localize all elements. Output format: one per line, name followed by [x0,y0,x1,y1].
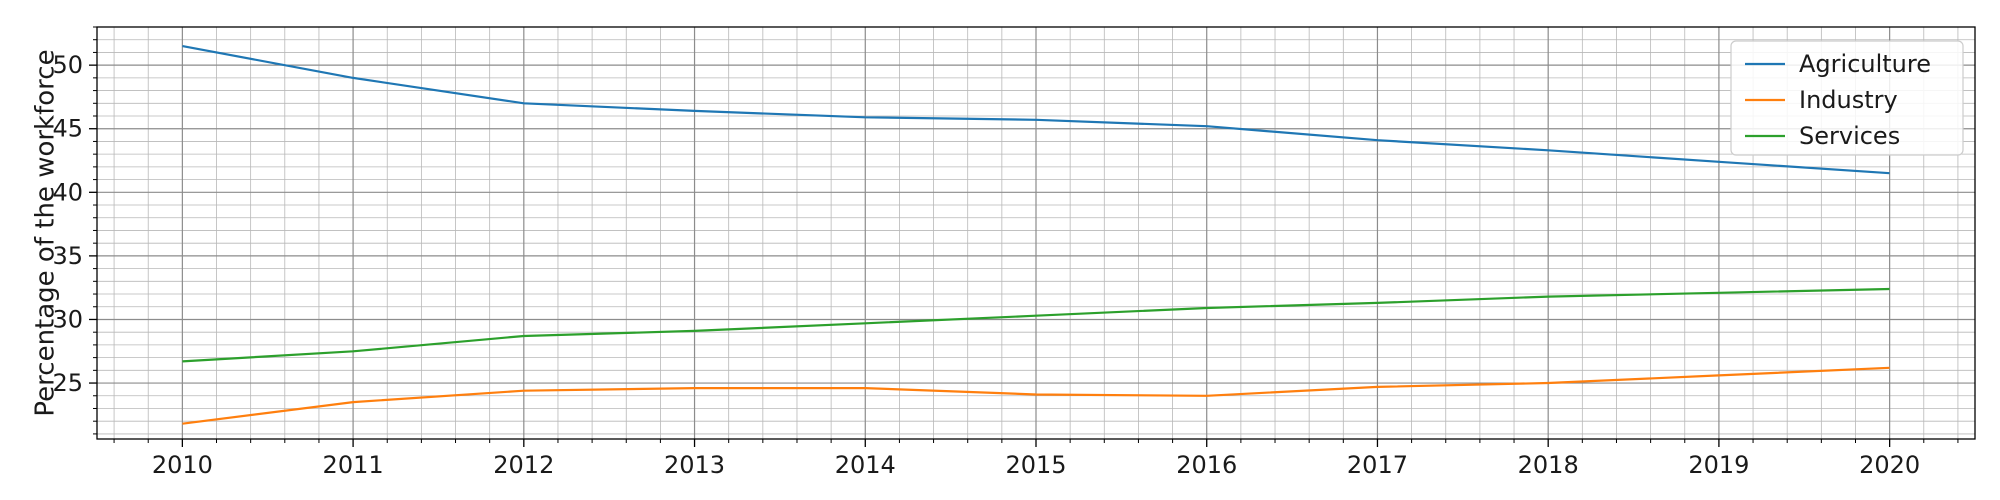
series-line-services [182,287,1890,363]
major-gridlines [97,27,1975,439]
x-tick-label: 2013 [664,451,725,479]
series-line-agriculture [182,45,1890,175]
series-line-industry [182,366,1890,425]
y-tick-label: 30 [52,305,83,333]
y-axis-label: Percentage of the workforce [31,49,61,416]
legend-label-agriculture: Agriculture [1799,50,1931,78]
legend-label-industry: Industry [1799,86,1898,114]
x-tick-label: 2019 [1688,451,1749,479]
y-tick-label: 25 [52,369,83,397]
legend-box [1730,40,1964,156]
x-tick-label: 2011 [323,451,384,479]
y-tick-labels: 25 30 35 40 45 50 [52,51,83,397]
x-tick-label: 2012 [493,451,554,479]
x-tick-label: 2015 [1005,451,1066,479]
x-tick-label: 2014 [835,451,896,479]
x-tick-labels: 2010 2011 2012 2013 2014 2015 2016 2017 2018 2019… [152,451,1920,479]
x-tick-label: 2017 [1347,451,1408,479]
y-tick-label: 50 [52,51,83,79]
x-tick-label: 2016 [1176,451,1237,479]
x-tick-label: 2010 [152,451,213,479]
y-tick-label: 40 [52,178,83,206]
x-tick-label: 2018 [1518,451,1579,479]
legend: Agriculture Industry Services [1730,40,1964,156]
x-tick-label: 2020 [1859,451,1920,479]
y-tick-label: 35 [52,242,83,270]
legend-label-services: Services [1799,122,1900,150]
series-lines [182,45,1890,425]
y-tick-label: 45 [52,115,83,143]
axis-ticks [89,26,1959,447]
